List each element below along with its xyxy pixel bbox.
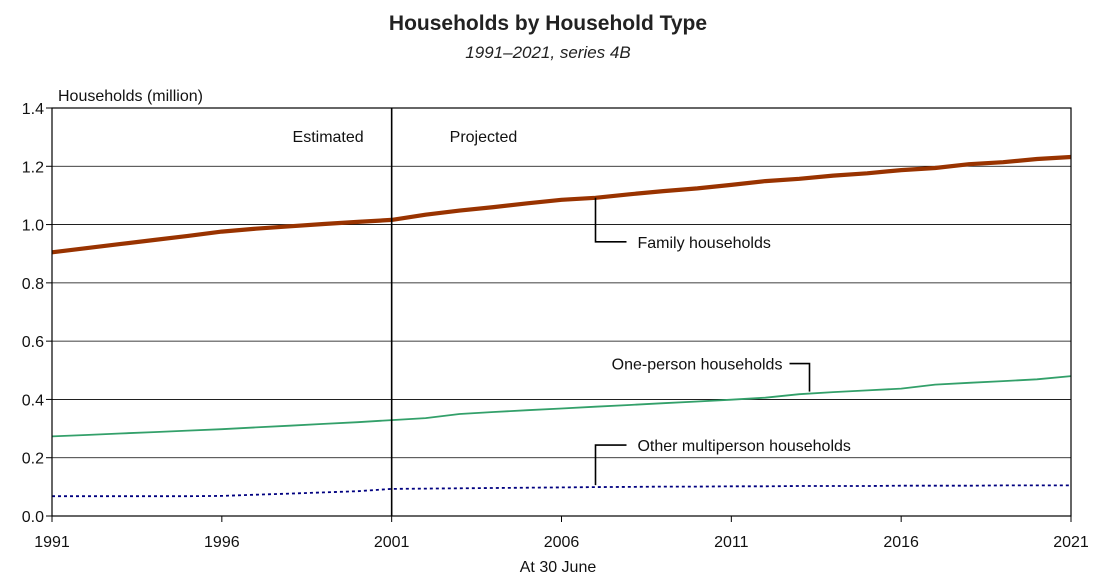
x-tick-label: 2006 — [544, 534, 580, 551]
chart-title: Households by Household Type — [389, 12, 707, 35]
chart-subtitle: 1991–2021, series 4B — [465, 43, 630, 62]
x-tick-label: 2011 — [714, 534, 749, 551]
y-tick-label: 1.4 — [22, 101, 44, 118]
one-person-households-callout: One-person households — [612, 357, 811, 392]
family-households-label: Family households — [637, 235, 770, 252]
x-tick-label: 2021 — [1053, 534, 1089, 551]
other-multiperson-households-label: Other multiperson households — [637, 438, 850, 455]
x-tick-label: 2016 — [883, 534, 919, 551]
x-tick-label: 1991 — [34, 534, 70, 551]
x-tick-label: 1996 — [204, 534, 240, 551]
y-tick-label: 1.2 — [22, 159, 44, 176]
y-tick-label: 0.4 — [22, 392, 44, 409]
x-tick-label: 2001 — [374, 534, 410, 551]
y-tick-label: 0.6 — [22, 334, 44, 351]
other-multiperson-households-leader — [594, 444, 627, 486]
plot-frame — [51, 107, 1072, 517]
y-tick-labels: 0.0 0.2 0.4 0.6 0.8 1.0 1.2 1.4 — [22, 101, 52, 526]
plot-border — [51, 107, 1072, 517]
y-tick-label: 1.0 — [22, 218, 44, 235]
family-households-callout: Family households — [594, 197, 771, 252]
one-person-households-label: One-person households — [612, 357, 783, 374]
one-person-households-leader — [789, 362, 811, 392]
series-line-1 — [51, 375, 1072, 438]
series-line-2 — [52, 484, 1071, 498]
family-households-leader — [594, 197, 627, 243]
x-axis-label: At 30 June — [520, 559, 597, 576]
x-tick-labels: 1991 1996 2001 2006 2011 2016 2021 — [34, 516, 1089, 551]
projected-label: Projected — [450, 129, 518, 146]
y-tick-label: 0.0 — [22, 509, 44, 526]
y-tick-label: 0.2 — [22, 451, 44, 468]
series-lines — [51, 154, 1072, 498]
y-axis-label: Households (million) — [58, 88, 203, 105]
estimated-label: Estimated — [293, 129, 364, 146]
y-tick-label: 0.8 — [22, 276, 44, 293]
gridlines — [52, 107, 1071, 517]
other-multiperson-households-callout: Other multiperson households — [594, 438, 851, 486]
series-line-0 — [51, 154, 1072, 255]
